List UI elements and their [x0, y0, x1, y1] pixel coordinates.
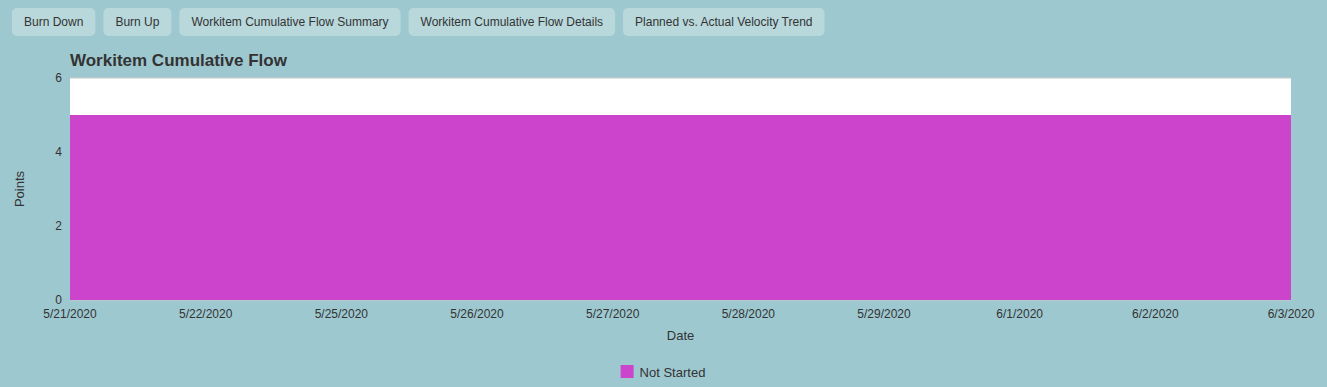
- legend-label: Not Started: [640, 365, 706, 380]
- chart-root: Burn Down Burn Up Workitem Cumulative Flow…: [0, 0, 1327, 387]
- x-tick-label: 5/29/2020: [857, 307, 911, 321]
- x-tick-label: 6/2/2020: [1132, 307, 1179, 321]
- y-tick-label: 0: [55, 293, 62, 307]
- y-grid: [70, 78, 1291, 300]
- plot-background: [70, 78, 1291, 300]
- tab-background: [12, 8, 95, 36]
- x-tick-label: 5/26/2020: [450, 307, 504, 321]
- y-axis-label: Points: [12, 170, 27, 207]
- legend: Not Started: [621, 365, 706, 380]
- tab-bar: Burn Down Burn Up Workitem Cumulative Flow…: [12, 8, 825, 36]
- tab-background: [623, 8, 824, 36]
- chart-title: Workitem Cumulative Flow: [70, 51, 288, 70]
- area: [70, 115, 1291, 300]
- legend-swatch: [621, 365, 634, 378]
- x-tick-label: 6/1/2020: [996, 307, 1043, 321]
- tab: Burn Down: [12, 8, 95, 36]
- x-tick-label: 5/27/2020: [586, 307, 640, 321]
- grid-line: [70, 78, 1291, 79]
- tab-background: [179, 8, 400, 36]
- y-tick-label: 4: [55, 145, 62, 159]
- y-tick-label: 6: [55, 71, 62, 85]
- x-tick-label: 6/3/2020: [1268, 307, 1315, 321]
- x-tick-label: 5/28/2020: [722, 307, 776, 321]
- tab: Planned vs. Actual Velocity Trend: [623, 8, 824, 36]
- tab: Workitem Cumulative Flow Details: [409, 8, 616, 36]
- tab: Burn Up: [103, 8, 171, 36]
- tab-background: [103, 8, 171, 36]
- y-tick-label: 2: [55, 219, 62, 233]
- background: [0, 0, 1327, 387]
- x-tick-label: 5/21/2020: [43, 307, 97, 321]
- x-axis-label: Date: [667, 328, 694, 343]
- x-tick-label: 5/25/2020: [315, 307, 369, 321]
- tab-background: [409, 8, 616, 36]
- tab-label[interactable]: Planned vs. Actual Velocity Trend: [635, 15, 812, 29]
- tab-label[interactable]: Workitem Cumulative Flow Details: [421, 15, 604, 29]
- tab-label[interactable]: Burn Down: [24, 15, 83, 29]
- tab-label[interactable]: Workitem Cumulative Flow Summary: [191, 15, 388, 29]
- marks: [70, 115, 1291, 300]
- tab-label[interactable]: Burn Up: [115, 15, 159, 29]
- tab: Workitem Cumulative Flow Summary: [179, 8, 400, 36]
- x-tick-label: 5/22/2020: [179, 307, 233, 321]
